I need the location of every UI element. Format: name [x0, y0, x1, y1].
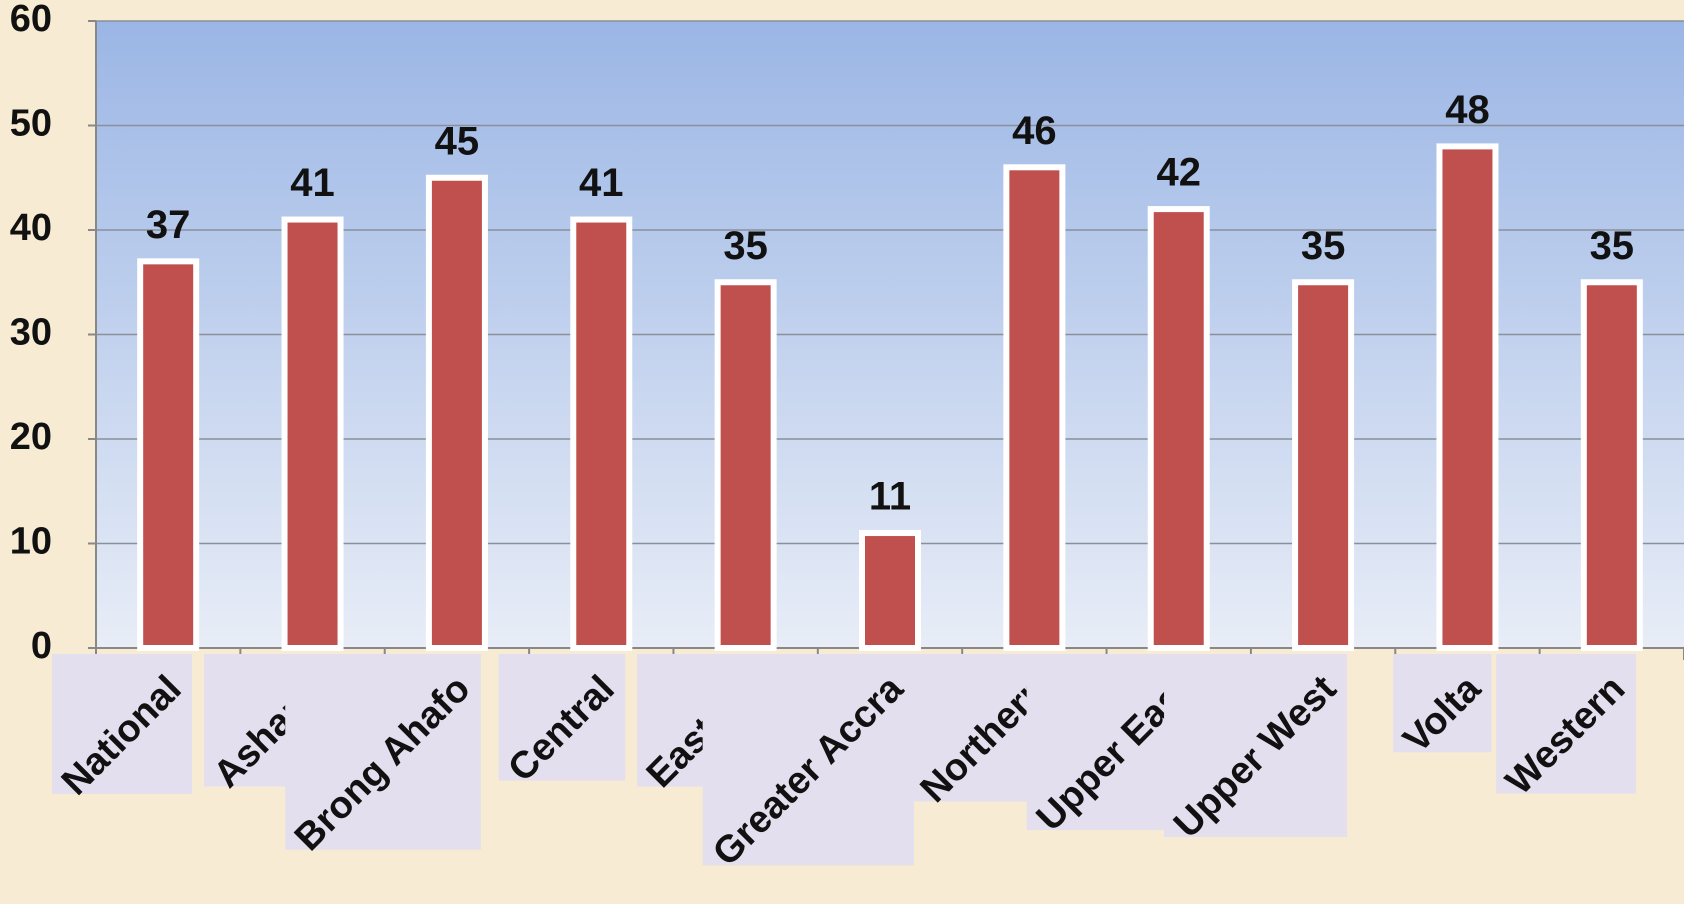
label-bg	[1496, 654, 1636, 794]
value-label: 41	[290, 161, 335, 205]
value-label: 41	[579, 161, 624, 205]
value-label: 42	[1156, 151, 1201, 195]
value-label: 35	[1590, 224, 1635, 268]
value-label: 11	[869, 475, 911, 519]
y-tick-label: 10	[10, 521, 52, 563]
y-tick-label: 60	[10, 0, 52, 40]
label-bg	[498, 654, 626, 781]
bar	[1292, 279, 1355, 651]
bar	[425, 174, 488, 651]
label-bg	[702, 654, 914, 866]
bar	[714, 279, 777, 651]
y-tick-label: 50	[10, 103, 52, 145]
label-bg	[1393, 654, 1492, 753]
bar	[1147, 206, 1210, 651]
label-bg	[1164, 654, 1348, 838]
value-label: 35	[1301, 224, 1346, 268]
y-tick-label: 20	[10, 416, 52, 458]
bar	[570, 216, 633, 652]
value-label: 46	[1012, 109, 1057, 153]
value-label: 37	[146, 203, 191, 247]
value-label: 45	[435, 119, 480, 163]
bar	[281, 216, 344, 652]
value-label: 48	[1445, 88, 1490, 132]
bar	[1003, 164, 1066, 652]
label-bg	[52, 654, 193, 794]
y-tick-label: 0	[31, 625, 52, 667]
value-label: 35	[723, 224, 768, 268]
bar	[137, 258, 200, 651]
y-tick-label: 30	[10, 312, 52, 354]
bar	[1580, 279, 1643, 651]
bar	[859, 530, 921, 651]
y-tick-label: 40	[10, 207, 52, 249]
label-bg	[285, 654, 481, 850]
bar	[1436, 143, 1499, 651]
